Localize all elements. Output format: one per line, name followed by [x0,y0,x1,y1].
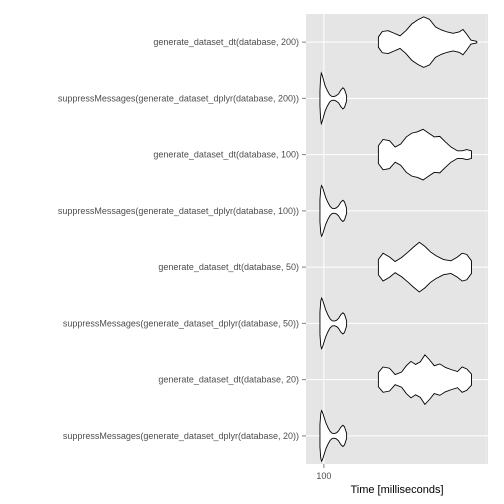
x-axis-title: Time [milliseconds] [350,484,443,496]
violin [319,409,348,463]
y-tick-label: generate_dataset_dt(database, 50) [158,262,299,272]
violin [319,296,348,350]
violin [377,128,472,181]
violins [319,16,478,463]
y-tick-label: generate_dataset_dt(database, 100) [153,150,299,160]
y-tick-label: suppressMessages(generate_dataset_dplyr(… [63,318,299,328]
y-tick-label: suppressMessages(generate_dataset_dplyr(… [58,206,299,216]
violin [377,16,478,68]
violin [377,241,472,293]
x-tick-label: 100 [316,471,331,481]
x-axis-ticks: 100 [316,464,331,481]
plot-panel [306,14,488,464]
y-tick-label: suppressMessages(generate_dataset_dplyr(… [58,93,299,103]
violin [319,71,348,126]
y-tick-label: generate_dataset_dt(database, 200) [153,37,299,47]
violin [377,354,472,406]
y-tick-label: generate_dataset_dt(database, 20) [158,375,299,385]
y-axis-ticks: suppressMessages(generate_dataset_dplyr(… [58,37,306,441]
violin [319,184,348,238]
y-tick-label: suppressMessages(generate_dataset_dplyr(… [63,431,299,441]
